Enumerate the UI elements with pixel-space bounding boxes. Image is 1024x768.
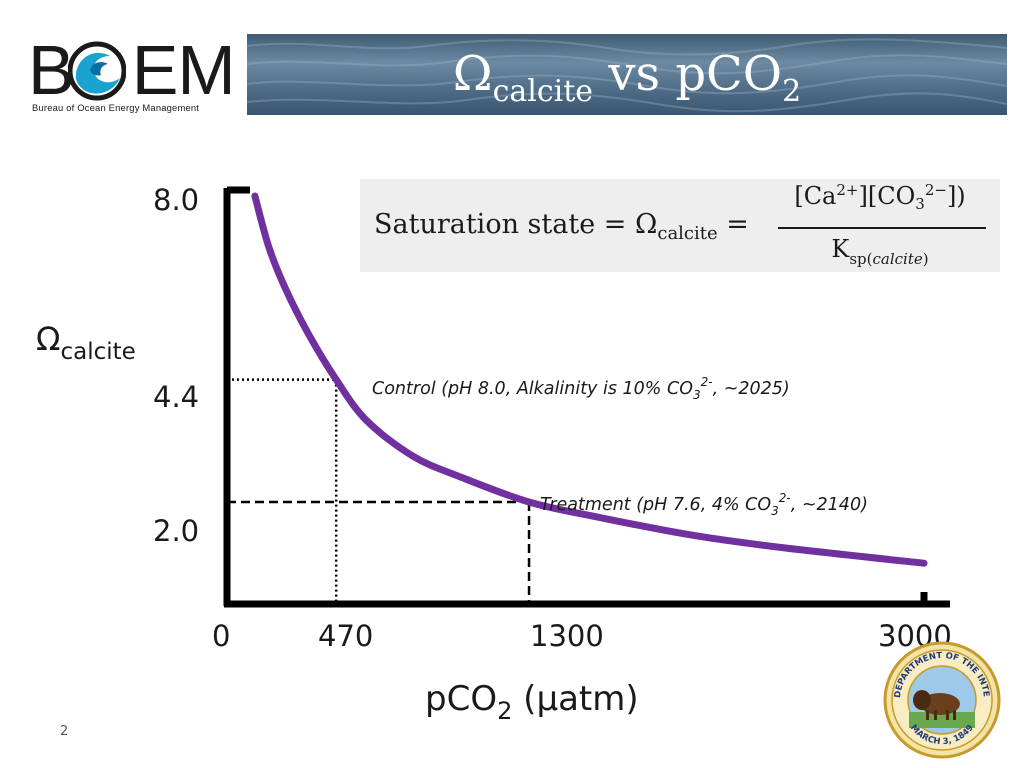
x-axis-label: pCO2 (µatm) [425, 679, 639, 725]
x-tick-label: 470 [318, 619, 373, 653]
wave-emblem-icon [68, 41, 126, 101]
boem-logo: B EM Bureau of Ocean Energy Management [24, 34, 236, 118]
x-tick-label: 1300 [530, 619, 604, 653]
control-annotation: Control (pH 8.0, Alkalinity is 10% CO32-… [372, 375, 790, 402]
formula-lhs: Saturation state = Ωcalcite = [374, 209, 749, 244]
logo-wordmark: B EM [28, 31, 236, 109]
y-tick-label: 2.0 [153, 514, 199, 548]
logo-subtitle: Bureau of Ocean Energy Management [32, 102, 200, 113]
y-tick-label: 4.4 [153, 380, 199, 414]
slide-title: Ωcalcite vs pCO2 [452, 46, 802, 109]
x-tick-label: 0 [212, 619, 230, 653]
y-tick-label: 8.0 [153, 183, 199, 217]
saturation-formula: Saturation state = Ωcalcite = [Ca2+][CO3… [360, 179, 1000, 272]
ocean-texture [247, 38, 1007, 113]
formula-fraction: [Ca2+][CO32−]) Ksp(calcite) [774, 181, 986, 269]
formula-denominator: Ksp(calcite) [831, 235, 929, 268]
slide-number: 2 [60, 724, 69, 739]
interior-department-seal: U.S. DEPARTMENT OF THE INTERIOR MARCH 3,… [882, 640, 1001, 759]
y-axis-label: Ωcalcite [36, 320, 136, 365]
title-banner: Ωcalcite vs pCO2 [247, 34, 1007, 115]
bison-icon [913, 690, 960, 720]
reference-lines [227, 378, 531, 604]
fraction-bar [778, 227, 986, 229]
treatment-annotation: Treatment (pH 7.6, 4% CO32-, ~2140) [540, 491, 868, 518]
formula-numerator: [Ca2+][CO32−]) [794, 181, 966, 213]
